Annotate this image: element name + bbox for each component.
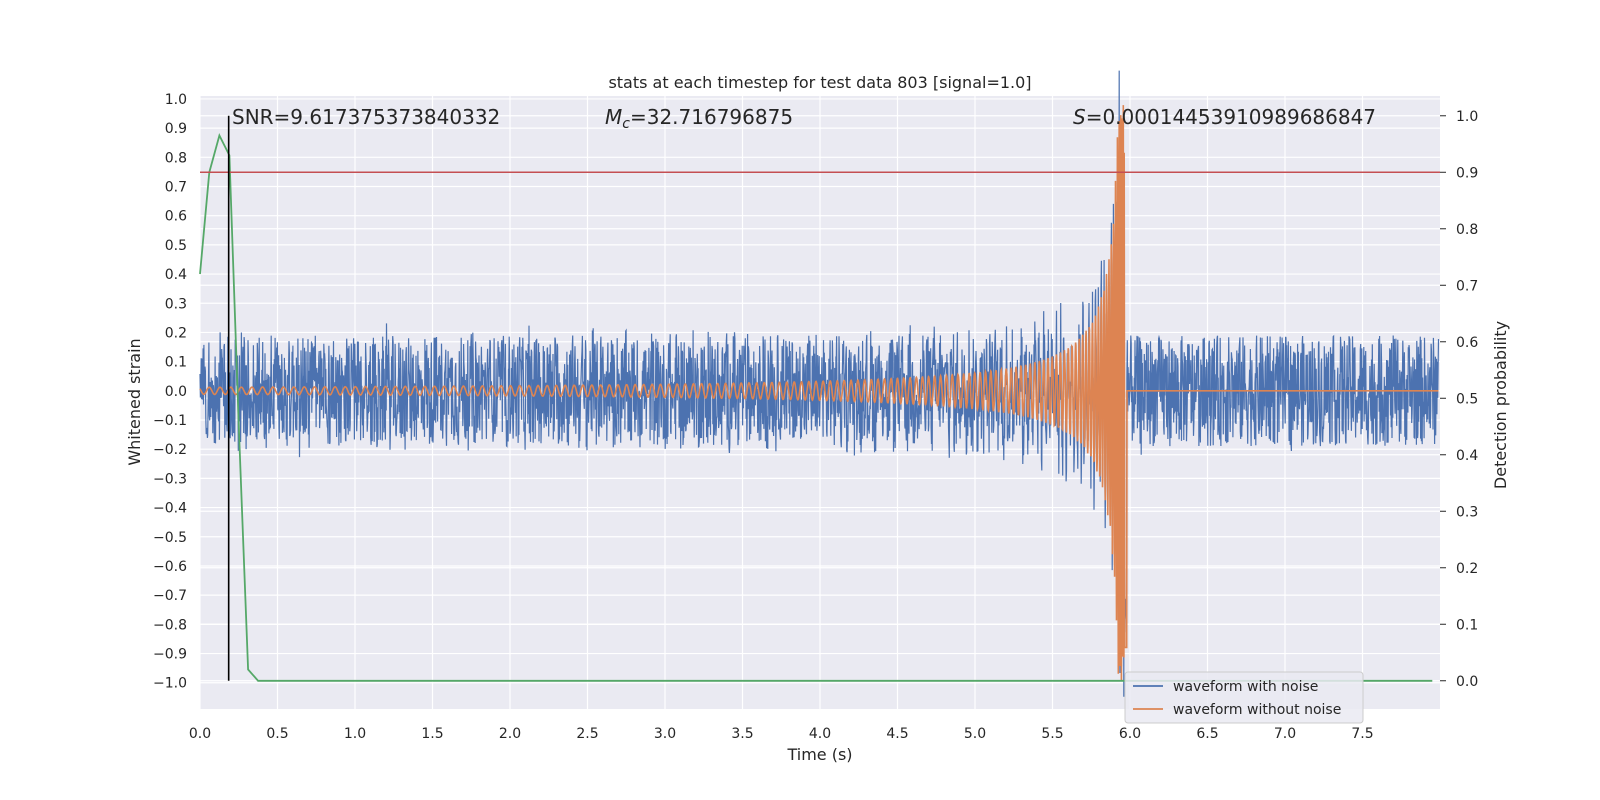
y2-tick-label: 0.0 [1456,674,1478,690]
noise-line [199,70,1440,697]
x-tick-label: 7.5 [1351,726,1373,742]
s-value: =0.00014453910989686847 [1086,105,1376,129]
legend-label-noise: waveform with noise [1173,679,1318,695]
y-tick-label: 0.7 [165,179,187,195]
x-tick-label: 2.5 [576,726,598,742]
y2-tick-label: 0.7 [1456,278,1478,294]
chart-title: stats at each timestep for test data 803… [608,73,1031,92]
chirp-mass-annotation: Mc=32.716796875 [605,105,793,132]
x-tick-label: 3.0 [654,726,676,742]
x-tick-label: 4.5 [886,726,908,742]
y-axis-left-label: Whitened strain [125,338,144,465]
s-annotation: S=0.00014453910989686847 [1073,105,1376,129]
y-tick-label: 0.2 [165,325,187,341]
y2-tick-label: 1.0 [1456,109,1478,125]
y-tick-label: −0.5 [153,530,187,546]
x-tick-label: 5.0 [964,726,986,742]
series-detection-probability [199,133,1433,682]
y2-tick-label: 0.2 [1456,561,1478,577]
x-tick-label: 0.0 [189,726,211,742]
y-tick-label: −0.3 [153,471,187,487]
y2-tick-label: 0.6 [1456,335,1478,351]
legend-box [1124,671,1364,724]
chirp-mass-subscript: c [622,116,630,132]
probability-line [199,133,1433,682]
y-tick-label: 1.0 [165,92,187,108]
x-axis-ticks: 0.0 0.5 1.0 1.5 2.0 2.5 3.0 3.5 4.0 4.5 5.0 5.5 6.0 6… [189,726,1374,742]
y-tick-label: 0.0 [165,384,187,400]
y-tick-label: −0.6 [153,559,187,575]
x-tick-label: 0.5 [266,726,288,742]
y2-tick-label: 0.1 [1456,617,1478,633]
x-axis-label: Time (s) [786,745,852,764]
y-axis-left-ticks: 1.0 0.9 0.8 0.7 0.6 0.5 0.4 0.3 0.2 0.1 0.0 −0.1 −0.… [153,92,187,692]
y-tick-label: 0.9 [165,121,187,137]
x-tick-label: 5.5 [1041,726,1063,742]
y-tick-label: 0.8 [165,150,187,166]
y2-tick-label: 0.5 [1456,391,1478,407]
legend-label-clean: waveform without noise [1173,702,1341,718]
x-tick-label: 4.0 [809,726,831,742]
y-axis-right-ticks: 1.0 0.9 0.8 0.7 0.6 0.5 0.4 0.3 0.2 0.1 0.0 [1440,109,1478,690]
y-tick-label: −0.2 [153,442,187,458]
x-tick-label: 1.5 [421,726,443,742]
snr-annotation: SNR=9.617375373840332 [232,105,500,129]
x-tick-label: 3.5 [731,726,753,742]
y-tick-label: 0.1 [165,355,187,371]
y-tick-label: −0.7 [153,588,187,604]
y2-tick-label: 0.9 [1456,165,1478,181]
x-tick-label: 7.0 [1274,726,1296,742]
y-tick-label: −0.8 [153,617,187,633]
y-tick-label: −0.4 [153,501,187,517]
series-waveform-with-noise [199,70,1440,697]
x-tick-label: 6.5 [1196,726,1218,742]
chirp-mass-symbol: M [605,105,622,129]
chirp-mass-value: =32.716796875 [630,105,793,129]
y-tick-label: 0.5 [165,238,187,254]
y-tick-label: −1.0 [153,676,187,692]
y-tick-label: 0.3 [165,296,187,312]
legend: waveform with noise waveform without noi… [1124,671,1364,724]
x-tick-label: 6.0 [1119,726,1141,742]
y-axis-right-label: Detection probability [1491,321,1510,489]
y-tick-label: 0.6 [165,209,187,225]
x-tick-label: 2.0 [499,726,521,742]
y2-tick-label: 0.8 [1456,222,1478,238]
reference-lines [200,115,1440,681]
y-tick-label: −0.9 [153,647,187,663]
y-tick-label: 0.4 [165,267,187,283]
x-tick-label: 1.0 [344,726,366,742]
y2-tick-label: 0.3 [1456,504,1478,520]
series-waveform-without-noise [199,105,1439,682]
s-symbol: S [1073,105,1086,129]
y-tick-label: −0.1 [153,413,187,429]
clean-line [199,105,1439,682]
y2-tick-label: 0.4 [1456,448,1478,464]
